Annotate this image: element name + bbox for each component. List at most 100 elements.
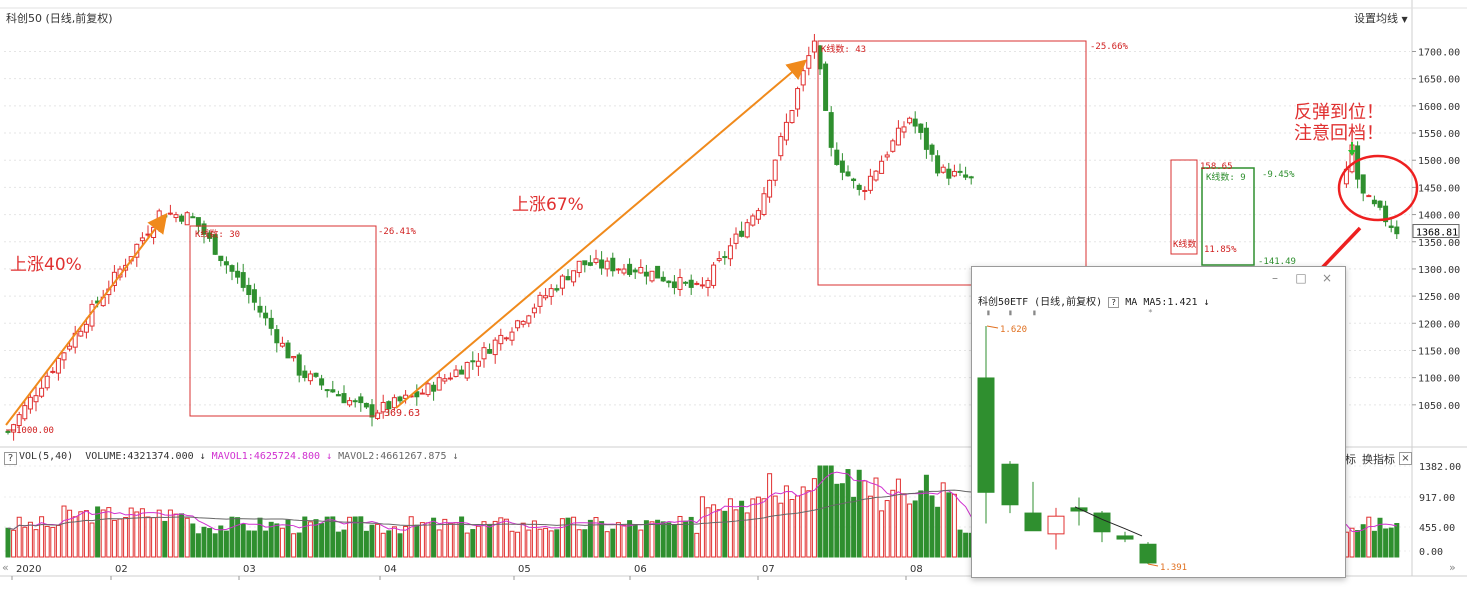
time-axis-label: 07 [762, 564, 775, 575]
box1-count-label: K线数: 30 [195, 228, 240, 240]
time-axis-label: 04 [384, 564, 397, 575]
candle-body [795, 88, 801, 110]
price-tick-label: 1650.00 [1418, 75, 1460, 86]
candle-body [195, 217, 201, 227]
volume-bar [711, 504, 717, 558]
volume-bar [1355, 530, 1361, 558]
candle-body [268, 317, 274, 329]
candle-body [414, 391, 420, 398]
candle-body [61, 352, 67, 361]
price-tick-label: 1050.00 [1418, 401, 1460, 412]
decline-box-1 [189, 225, 377, 417]
candle-body [481, 347, 487, 360]
switch-indicator-button[interactable]: 换指标 [1362, 453, 1395, 466]
scroll-left-icon[interactable]: « [2, 561, 9, 574]
candle-body [599, 259, 605, 269]
maximize-icon[interactable]: □ [1295, 271, 1307, 285]
candle-body [55, 357, 61, 374]
volume-bar [901, 493, 907, 558]
volume-bar [565, 517, 571, 558]
volume-bar [1349, 527, 1355, 558]
volume-bar [251, 530, 257, 558]
volume-bar [554, 529, 560, 558]
volume-bar [369, 524, 375, 558]
volume-bar [352, 516, 358, 558]
candle-body [397, 396, 403, 402]
popup-info-line: 科创50ETF (日线,前复权) ? MA MA5:1.421 ↓ [978, 293, 1210, 308]
volume-bar [475, 525, 481, 558]
popup-candle-body [1070, 507, 1088, 512]
box4-points-label: 158.65 [1200, 162, 1233, 172]
popup-ma5-line [1074, 506, 1143, 537]
volume-bar [106, 507, 112, 558]
volume-bar [817, 465, 823, 558]
volume-bar [16, 516, 22, 558]
minimize-icon[interactable]: – [1272, 271, 1278, 285]
volume-bar [285, 519, 291, 558]
volume-bar [403, 525, 409, 558]
candle-body [313, 372, 319, 377]
volume-tick-label: 1382.00 [1419, 462, 1461, 473]
candle-body [811, 40, 817, 53]
candle-body [419, 392, 425, 395]
candle-body [1377, 200, 1383, 208]
volume-bar [604, 531, 610, 558]
popup-help-icon[interactable]: ? [1108, 297, 1120, 308]
box4-pct-label: 11.85% [1204, 245, 1237, 255]
volume-bar [229, 516, 235, 558]
volume-bar [78, 511, 84, 558]
volume-bar [963, 532, 969, 558]
candle-body [33, 395, 39, 403]
popup-titlebar[interactable]: – □ × [972, 267, 1345, 289]
candle-body [319, 378, 325, 386]
candle-body [1394, 226, 1400, 235]
volume-bar [380, 532, 386, 558]
etf-popup-window[interactable]: – □ × 科创50ETF (日线,前复权) ? MA MA5:1.421 ↓ … [971, 266, 1346, 578]
volume-bar [453, 522, 459, 558]
volume-bar [498, 517, 504, 558]
candle-body [307, 373, 313, 382]
popup-high-label: 1.620 [1000, 325, 1027, 335]
close-icon[interactable]: × [1321, 271, 1333, 285]
volume-bar [408, 516, 414, 558]
popup-event-marker: ▮ [1032, 308, 1037, 317]
candle-body [688, 279, 694, 288]
volume-bar [1388, 527, 1394, 558]
candle-body [403, 394, 409, 399]
volume-bar [862, 480, 868, 558]
candle-body [380, 401, 386, 413]
volume-tick-label: 455.00 [1419, 523, 1455, 534]
price-tick-label: 1450.00 [1418, 183, 1460, 194]
candle-body [498, 334, 504, 345]
volume-bar [50, 526, 56, 558]
scroll-right-icon[interactable]: » [1449, 561, 1456, 574]
candle-body [184, 212, 190, 226]
volume-bar [481, 521, 487, 558]
volume-bar [856, 469, 862, 558]
volume-bar [957, 529, 963, 558]
volume-bar [716, 509, 722, 558]
candle-body [352, 400, 358, 403]
candle-body [509, 331, 515, 341]
settings-ma-button[interactable]: 设置均线 ▼ [1354, 10, 1408, 26]
popup-candle-body [1024, 512, 1042, 532]
candle-body [576, 260, 582, 274]
candle-body [711, 264, 717, 286]
candle-body [879, 160, 885, 174]
volume-bar [643, 520, 649, 558]
volume-bar [89, 522, 95, 558]
candle-body [324, 389, 330, 392]
help-icon[interactable]: ? [4, 452, 17, 465]
close-panel-icon[interactable]: × [1399, 452, 1412, 465]
popup-candle-body [1116, 535, 1134, 540]
candle-body [246, 284, 252, 296]
volume-bar [111, 519, 117, 558]
volume-bar [571, 516, 577, 558]
warning-label-2: 注意回档！ [1294, 123, 1384, 144]
volume-bar [890, 489, 896, 558]
candle-body [907, 117, 913, 124]
candle-body [83, 323, 89, 333]
candle-body [783, 121, 789, 141]
popup-candle-body [977, 377, 995, 493]
